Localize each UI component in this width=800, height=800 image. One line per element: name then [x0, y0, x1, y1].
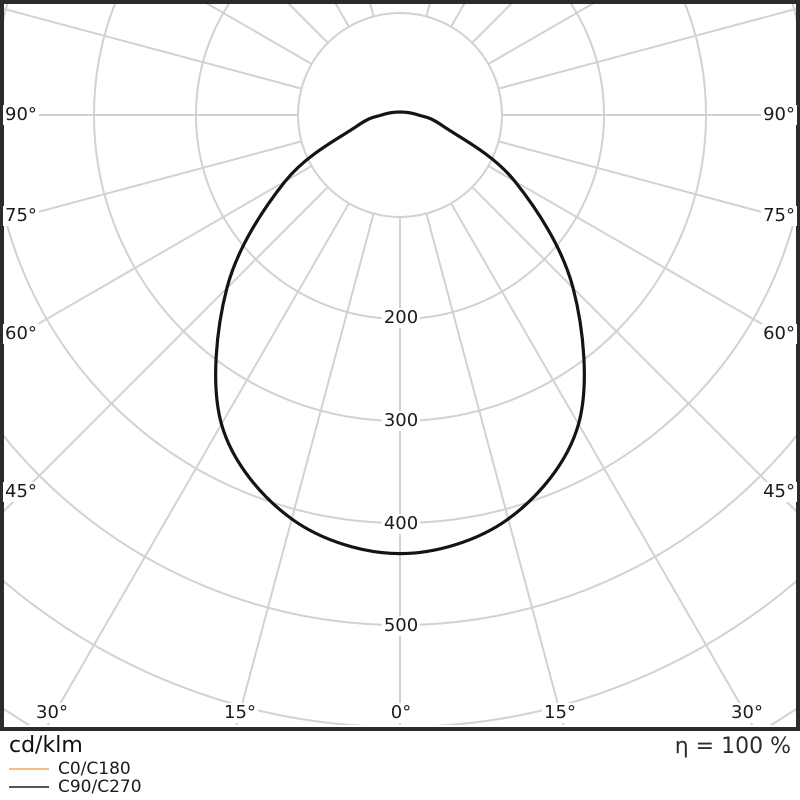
- unit-label: cd/klm: [9, 733, 83, 758]
- legend-label-c90-c270: C90/C270: [58, 776, 142, 797]
- c90-c270-line-sample-icon: [9, 786, 49, 788]
- footer: cd/klm η = 100 % C0/C180 C90/C270: [0, 731, 800, 800]
- c0-c180-line-sample-icon: [9, 768, 49, 770]
- c90-c270-curve: [214, 110, 586, 556]
- polar-grid-and-curve: [0, 0, 800, 731]
- legend-item-c90-c270: C90/C270: [9, 778, 142, 796]
- legend-label-c0-c180: C0/C180: [58, 758, 131, 779]
- polar-plot-area: 90° 75° 60° 45° 90° 75° 60° 45° 30° 15° 0° 15° 30° 20…: [0, 0, 800, 731]
- legend-item-c0-c180: C0/C180: [9, 760, 142, 778]
- efficiency-label: η = 100 %: [674, 734, 791, 759]
- legend: C0/C180 C90/C270: [9, 760, 142, 796]
